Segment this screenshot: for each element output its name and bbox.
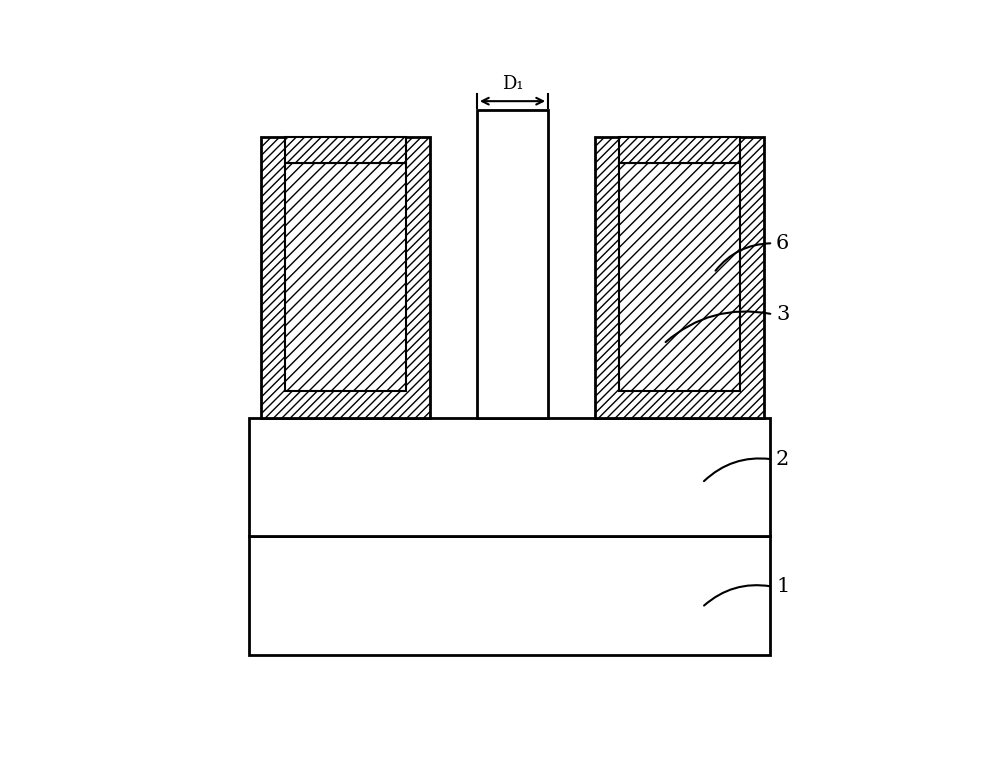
Text: 2: 2 [776, 450, 789, 469]
Bar [249, 537, 770, 655]
Bar [477, 110, 548, 418]
Bar [261, 137, 430, 418]
Bar [249, 418, 770, 537]
Text: D₁: D₁ [502, 75, 523, 94]
Bar [619, 163, 740, 391]
Text: 6: 6 [776, 234, 789, 253]
Text: 3: 3 [776, 305, 789, 324]
Bar [619, 137, 740, 163]
Text: 1: 1 [776, 578, 789, 596]
Bar [285, 163, 406, 391]
Bar [595, 137, 764, 418]
Bar [285, 137, 406, 163]
